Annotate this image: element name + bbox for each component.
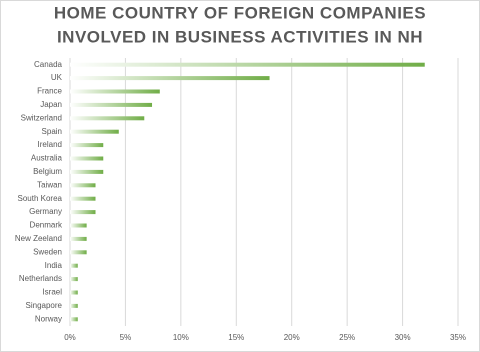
bar [70,62,425,67]
bar [70,223,87,228]
bar [70,129,119,134]
y-tick-label: Netherlands [19,274,62,283]
y-tick-label: New Zeeland [15,234,62,243]
x-tick-label: 35% [450,333,466,342]
y-tick-label: Australia [31,154,63,163]
y-tick-label: Taiwan [37,180,62,189]
y-tick-label: Israel [42,288,62,297]
bar [70,210,96,215]
y-tick-label: Norway [35,314,62,323]
chart-title: HOME COUNTRY OF FOREIGN COMPANIES [54,3,426,22]
x-tick-label: 25% [339,333,355,342]
bar [70,169,104,174]
x-tick-label: 20% [284,333,300,342]
bar [70,263,78,268]
y-tick-label: Denmark [30,221,63,230]
chart-title: INVOLVED IN BUSINESS ACTIVITIES IN NH [57,27,423,46]
y-tick-label: Sweden [33,247,62,256]
bar [70,156,104,161]
bar [70,236,87,241]
x-tick-label: 30% [395,333,411,342]
x-tick-label: 15% [228,333,244,342]
bar [70,143,104,148]
y-tick-label: India [45,261,63,270]
y-tick-label: Canada [34,60,63,69]
y-tick-label: France [37,87,62,96]
bar [70,76,270,81]
y-tick-label: Germany [29,207,62,216]
y-tick-label: Japan [40,100,62,109]
bar [70,303,78,308]
bar [70,290,78,295]
bar [70,317,78,322]
y-tick-label: South Korea [18,194,63,203]
y-tick-label: UK [51,73,63,82]
bar [70,196,96,201]
y-tick-label: Ireland [38,140,62,149]
bar [70,250,87,255]
y-tick-label: Spain [42,127,62,136]
bar [70,183,96,188]
y-tick-label: Singapore [26,301,63,310]
bar [70,277,78,282]
x-tick-label: 0% [64,333,76,342]
x-tick-label: 5% [120,333,132,342]
bar [70,102,153,107]
bar [70,89,160,94]
y-tick-label: Switzerland [21,113,62,122]
x-tick-label: 10% [173,333,189,342]
bar [70,116,145,121]
y-tick-label: Belgium [33,167,62,176]
